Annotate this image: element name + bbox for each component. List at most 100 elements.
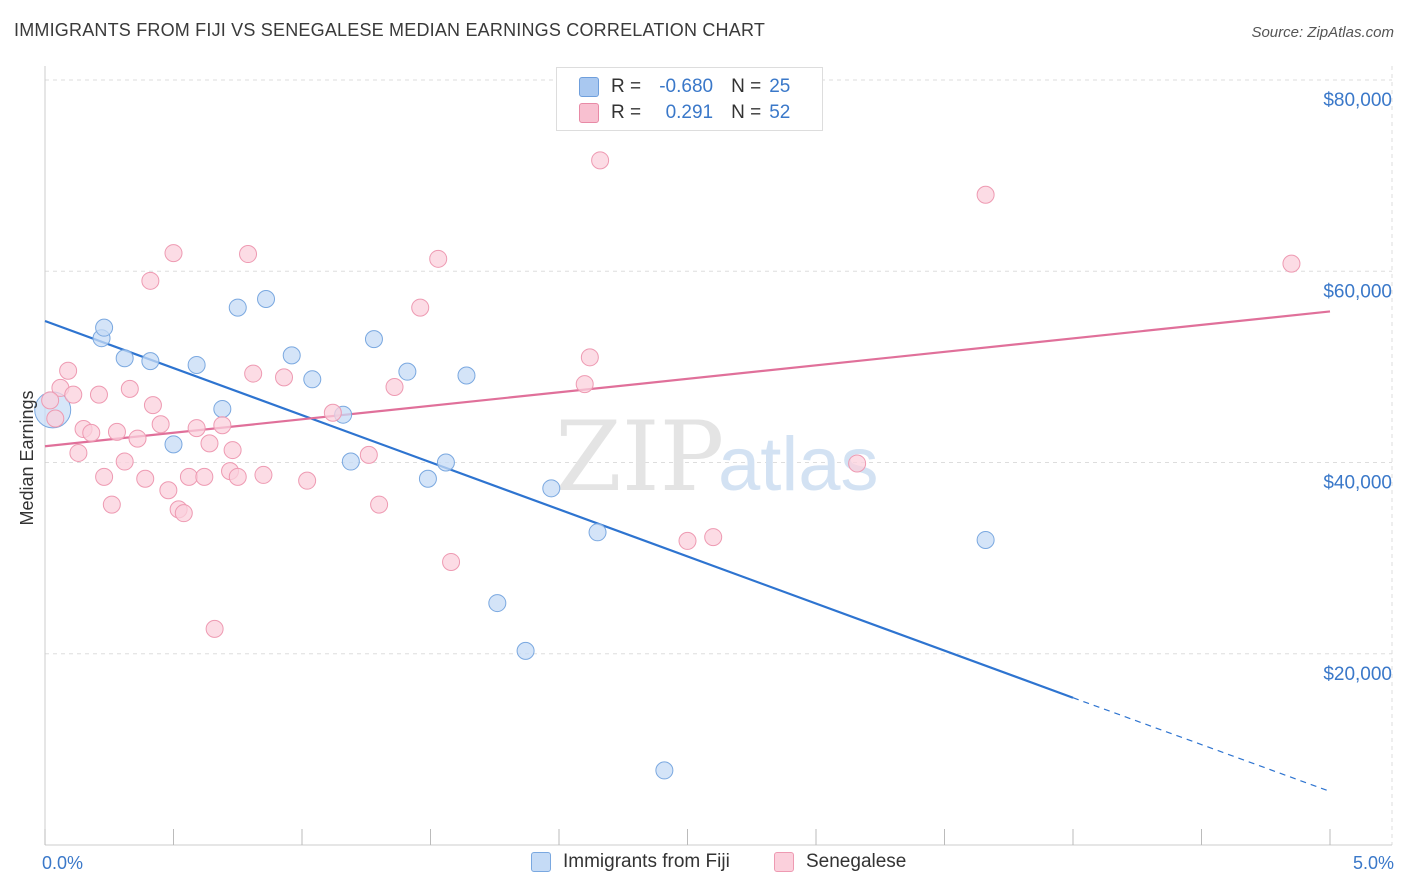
grid-lines xyxy=(45,66,1393,845)
fiji-trend-extension xyxy=(1072,697,1331,793)
senegalese-point xyxy=(159,481,178,500)
senegalese-point xyxy=(164,244,183,263)
senegalese-point xyxy=(976,185,995,204)
fiji-point xyxy=(115,349,134,368)
senegalese-point xyxy=(41,391,60,410)
senegalese-point xyxy=(275,368,294,387)
legend-item-fiji: Immigrants from Fiji xyxy=(531,851,730,873)
senegalese-point xyxy=(174,504,193,523)
fiji-point xyxy=(141,352,160,371)
axes xyxy=(44,66,1392,846)
chart-source: Source: ZipAtlas.com xyxy=(1251,24,1394,41)
x-tick-label: 5.0% xyxy=(1353,853,1394,873)
senegalese-point xyxy=(411,298,430,317)
senegalese-point xyxy=(136,469,155,488)
fiji-point xyxy=(542,479,561,498)
legend-swatch-senegalese xyxy=(579,103,599,123)
fiji-point xyxy=(282,346,301,365)
legend-swatch-fiji xyxy=(531,852,551,872)
axis-labels: $20,000 $40,000 $60,000 $80,000 0.0% 5.0% Medi… xyxy=(17,90,1394,873)
y-tick-label: $80,000 xyxy=(1323,90,1392,111)
senegalese-point xyxy=(580,348,599,367)
legend-r-label: R = xyxy=(611,102,642,123)
senegalese-point xyxy=(370,495,389,514)
fiji-point xyxy=(457,366,476,385)
senegalese-point xyxy=(575,375,594,394)
senegalese-point xyxy=(143,396,162,415)
senegalese-point xyxy=(59,361,78,380)
senegalese-point xyxy=(141,271,160,290)
fiji-point xyxy=(228,298,247,317)
senegalese-point xyxy=(69,443,88,462)
senegalese-point xyxy=(151,415,170,434)
legend-item-senegalese: Senegalese xyxy=(774,851,906,873)
legend-r-value: -0.680 xyxy=(659,76,714,97)
y-axis-label: Median Earnings xyxy=(17,390,37,525)
trend-lines xyxy=(44,310,1331,793)
senegalese-point xyxy=(195,467,214,486)
data-points xyxy=(34,151,1301,780)
senegalese-point xyxy=(1282,254,1301,273)
zipatlas-watermark: ZIP atlas xyxy=(555,401,879,513)
legend-row-senegalese: R = 0.291 N = 52 xyxy=(579,101,790,125)
correlation-legend: R = -0.680 N = 25 R = 0.291 N = 52 xyxy=(556,67,823,131)
legend-n-value: 25 xyxy=(769,76,791,97)
senegalese-point xyxy=(678,531,697,550)
senegalese-point xyxy=(254,465,273,484)
legend-n-label: N = xyxy=(731,102,762,123)
senegalese-point xyxy=(64,385,83,404)
senegalese-point xyxy=(704,528,723,547)
fiji-point xyxy=(588,523,607,542)
senegalese-point xyxy=(385,377,404,396)
fiji-point xyxy=(364,330,383,349)
y-tick-label: $40,000 xyxy=(1323,473,1392,494)
senegalese-point xyxy=(107,422,126,441)
fiji-point xyxy=(418,469,437,488)
senegalese-point xyxy=(591,151,610,170)
fiji-point xyxy=(398,362,417,381)
fiji-point xyxy=(164,435,183,454)
senegalese-point xyxy=(200,434,219,453)
senegalese-point xyxy=(429,249,448,268)
senegalese-point xyxy=(46,409,65,428)
y-tick-label: $20,000 xyxy=(1323,664,1392,685)
legend-r-value: 0.291 xyxy=(665,102,714,123)
senegalese-point xyxy=(359,445,378,464)
chart-title: IMMIGRANTS FROM FIJI VS SENEGALESE MEDIA… xyxy=(14,20,766,40)
legend-label-senegalese: Senegalese xyxy=(806,851,907,872)
fiji-point xyxy=(436,453,455,472)
senegalese-point xyxy=(95,467,114,486)
watermark-zip: ZIP xyxy=(555,401,724,513)
legend-n-label: N = xyxy=(731,76,762,97)
senegalese-point xyxy=(323,403,342,422)
legend-label-fiji: Immigrants from Fiji xyxy=(563,851,730,872)
senegalese-point xyxy=(187,419,206,438)
senegalese-point xyxy=(205,619,224,638)
senegalese-trend-line xyxy=(44,310,1331,448)
senegalese-point xyxy=(244,364,263,383)
legend-swatch-senegalese xyxy=(774,852,794,872)
fiji-point xyxy=(655,761,674,780)
x-tick-label: 0.0% xyxy=(42,853,83,873)
legend-swatch-fiji xyxy=(579,77,599,97)
senegalese-point xyxy=(442,552,461,571)
senegalese-point xyxy=(102,495,121,514)
fiji-point xyxy=(187,355,206,374)
fiji-point xyxy=(213,399,232,418)
senegalese-point xyxy=(298,471,317,490)
senegalese-point xyxy=(223,441,242,460)
senegalese-point xyxy=(89,385,108,404)
y-tick-label: $60,000 xyxy=(1323,281,1392,302)
legend-row-fiji: R = -0.680 N = 25 xyxy=(579,75,790,99)
senegalese-point xyxy=(115,452,134,471)
fiji-point xyxy=(516,641,535,660)
senegalese-point xyxy=(82,423,101,442)
legend-r-label: R = xyxy=(611,76,642,97)
senegalese-point xyxy=(848,454,867,473)
fiji-point xyxy=(303,370,322,389)
senegalese-point xyxy=(213,416,232,435)
fiji-point xyxy=(488,594,507,613)
legend-n-value: 52 xyxy=(769,102,791,123)
fiji-point xyxy=(341,452,360,471)
